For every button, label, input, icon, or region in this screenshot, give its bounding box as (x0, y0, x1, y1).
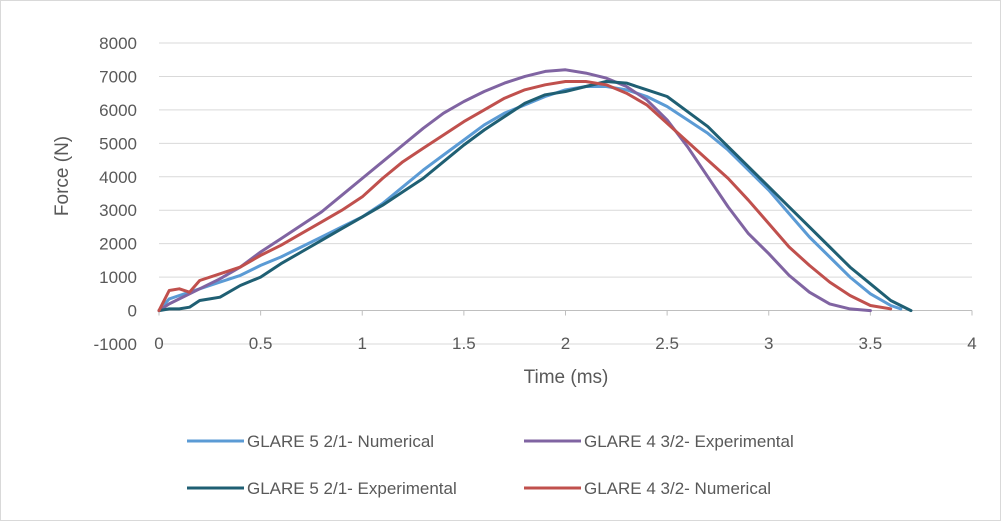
legend-item-0: GLARE 5 2/1- Numerical (187, 432, 434, 451)
y-tick-label: 7000 (99, 67, 137, 86)
legend-label: GLARE 4 3/2- Numerical (584, 479, 771, 498)
series-line-1 (157, 68, 872, 313)
x-tick-label: 0 (154, 334, 163, 353)
legend-item-2: GLARE 5 2/1- Experimental (187, 479, 457, 498)
y-tick-label: -1000 (94, 335, 137, 354)
legend-item-1: GLARE 4 3/2- Experimental (524, 432, 794, 451)
series-line-3 (157, 80, 893, 313)
x-tick-label: 2.5 (655, 334, 679, 353)
y-tick-label: 0 (128, 302, 137, 321)
legend-label: GLARE 5 2/1- Experimental (247, 479, 457, 498)
x-tick-label: 4 (967, 334, 976, 353)
legend: GLARE 5 2/1- Numerical GLARE 4 3/2- Exper… (187, 432, 794, 498)
legend-label: GLARE 4 3/2- Experimental (584, 432, 794, 451)
x-tick-label: 2 (561, 334, 570, 353)
series-line-2 (157, 80, 913, 313)
y-tick-label: 2000 (99, 235, 137, 254)
y-tick-label: 1000 (99, 268, 137, 287)
legend-label: GLARE 5 2/1- Numerical (247, 432, 434, 451)
y-tick-label: 8000 (99, 34, 137, 53)
x-axis-title: Time (ms) (524, 367, 609, 388)
gridlines (159, 42, 972, 345)
tick-labels: -1000 0 1000 2000 3000 4000 5000 6000 7000 8000 0 0… (94, 34, 977, 354)
legend-item-3: GLARE 4 3/2- Numerical (524, 479, 771, 498)
x-tick-label: 0.5 (249, 334, 273, 353)
x-tick-label: 3 (764, 334, 773, 353)
series-lines (157, 68, 913, 313)
y-tick-label: 5000 (99, 134, 137, 153)
y-tick-label: 3000 (99, 201, 137, 220)
x-tick-label: 1.5 (452, 334, 476, 353)
y-tick-label: 4000 (99, 168, 137, 187)
y-tick-label: 6000 (99, 101, 137, 120)
x-tick-label: 3.5 (859, 334, 883, 353)
x-tick-label: 1 (358, 334, 367, 353)
y-axis-title: Force (N) (52, 136, 73, 216)
